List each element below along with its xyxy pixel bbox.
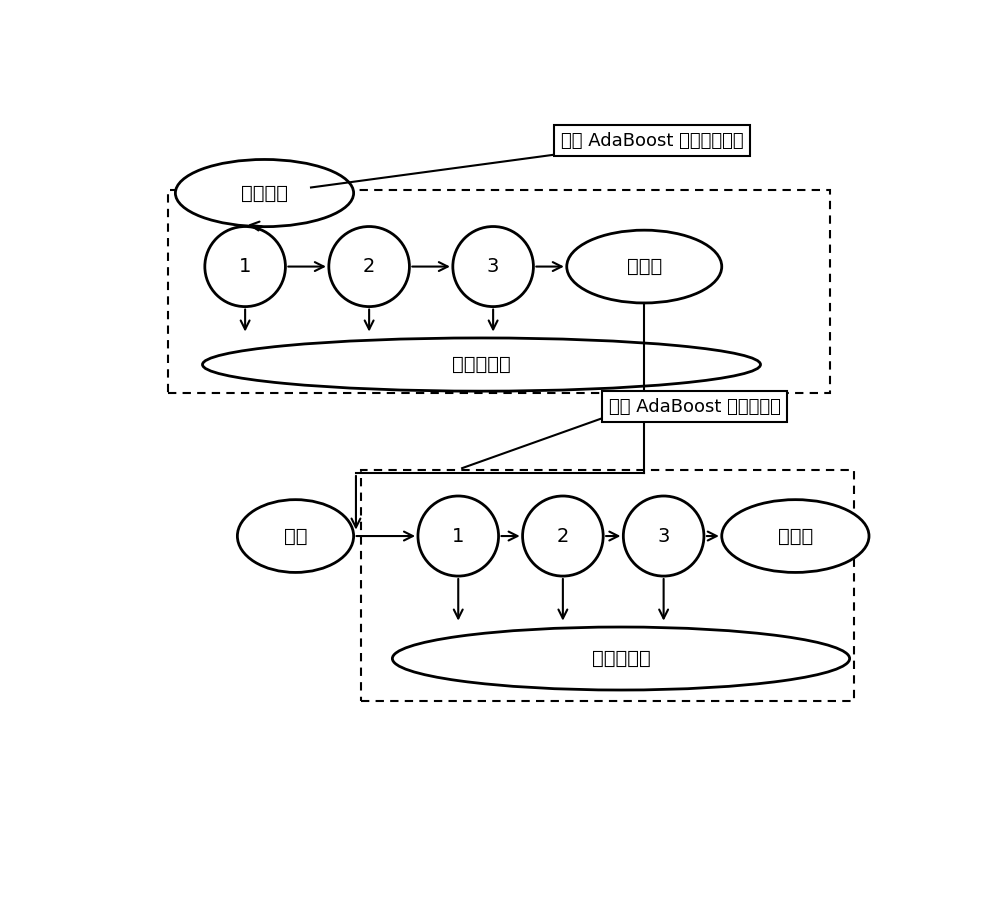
Ellipse shape: [392, 627, 850, 690]
Text: 非目标区域: 非目标区域: [452, 355, 511, 375]
Text: 1: 1: [239, 257, 251, 276]
Ellipse shape: [567, 230, 722, 303]
Text: 二级 AdaBoost 级联分类器: 二级 AdaBoost 级联分类器: [609, 397, 781, 415]
Ellipse shape: [623, 496, 704, 576]
Ellipse shape: [237, 500, 354, 573]
Bar: [361, 470, 854, 701]
Ellipse shape: [453, 226, 533, 306]
Text: 后续级: 后续级: [627, 257, 662, 276]
Text: 非目标区域: 非目标区域: [592, 649, 650, 668]
Text: 一级 AdaBoost 级联分类器齐: 一级 AdaBoost 级联分类器齐: [561, 132, 743, 150]
Ellipse shape: [329, 226, 409, 306]
Ellipse shape: [175, 159, 354, 226]
Text: 3: 3: [487, 257, 499, 276]
Ellipse shape: [205, 226, 285, 306]
Ellipse shape: [418, 496, 499, 576]
Bar: [168, 190, 830, 393]
Ellipse shape: [202, 338, 761, 391]
Ellipse shape: [722, 500, 869, 573]
Text: 1: 1: [452, 526, 464, 545]
Text: 2: 2: [363, 257, 375, 276]
Text: 合并: 合并: [284, 526, 307, 545]
Text: 3: 3: [657, 526, 670, 545]
Text: 检测窗口: 检测窗口: [241, 184, 288, 203]
Ellipse shape: [523, 496, 603, 576]
Text: 后续级: 后续级: [778, 526, 813, 545]
Text: 2: 2: [557, 526, 569, 545]
